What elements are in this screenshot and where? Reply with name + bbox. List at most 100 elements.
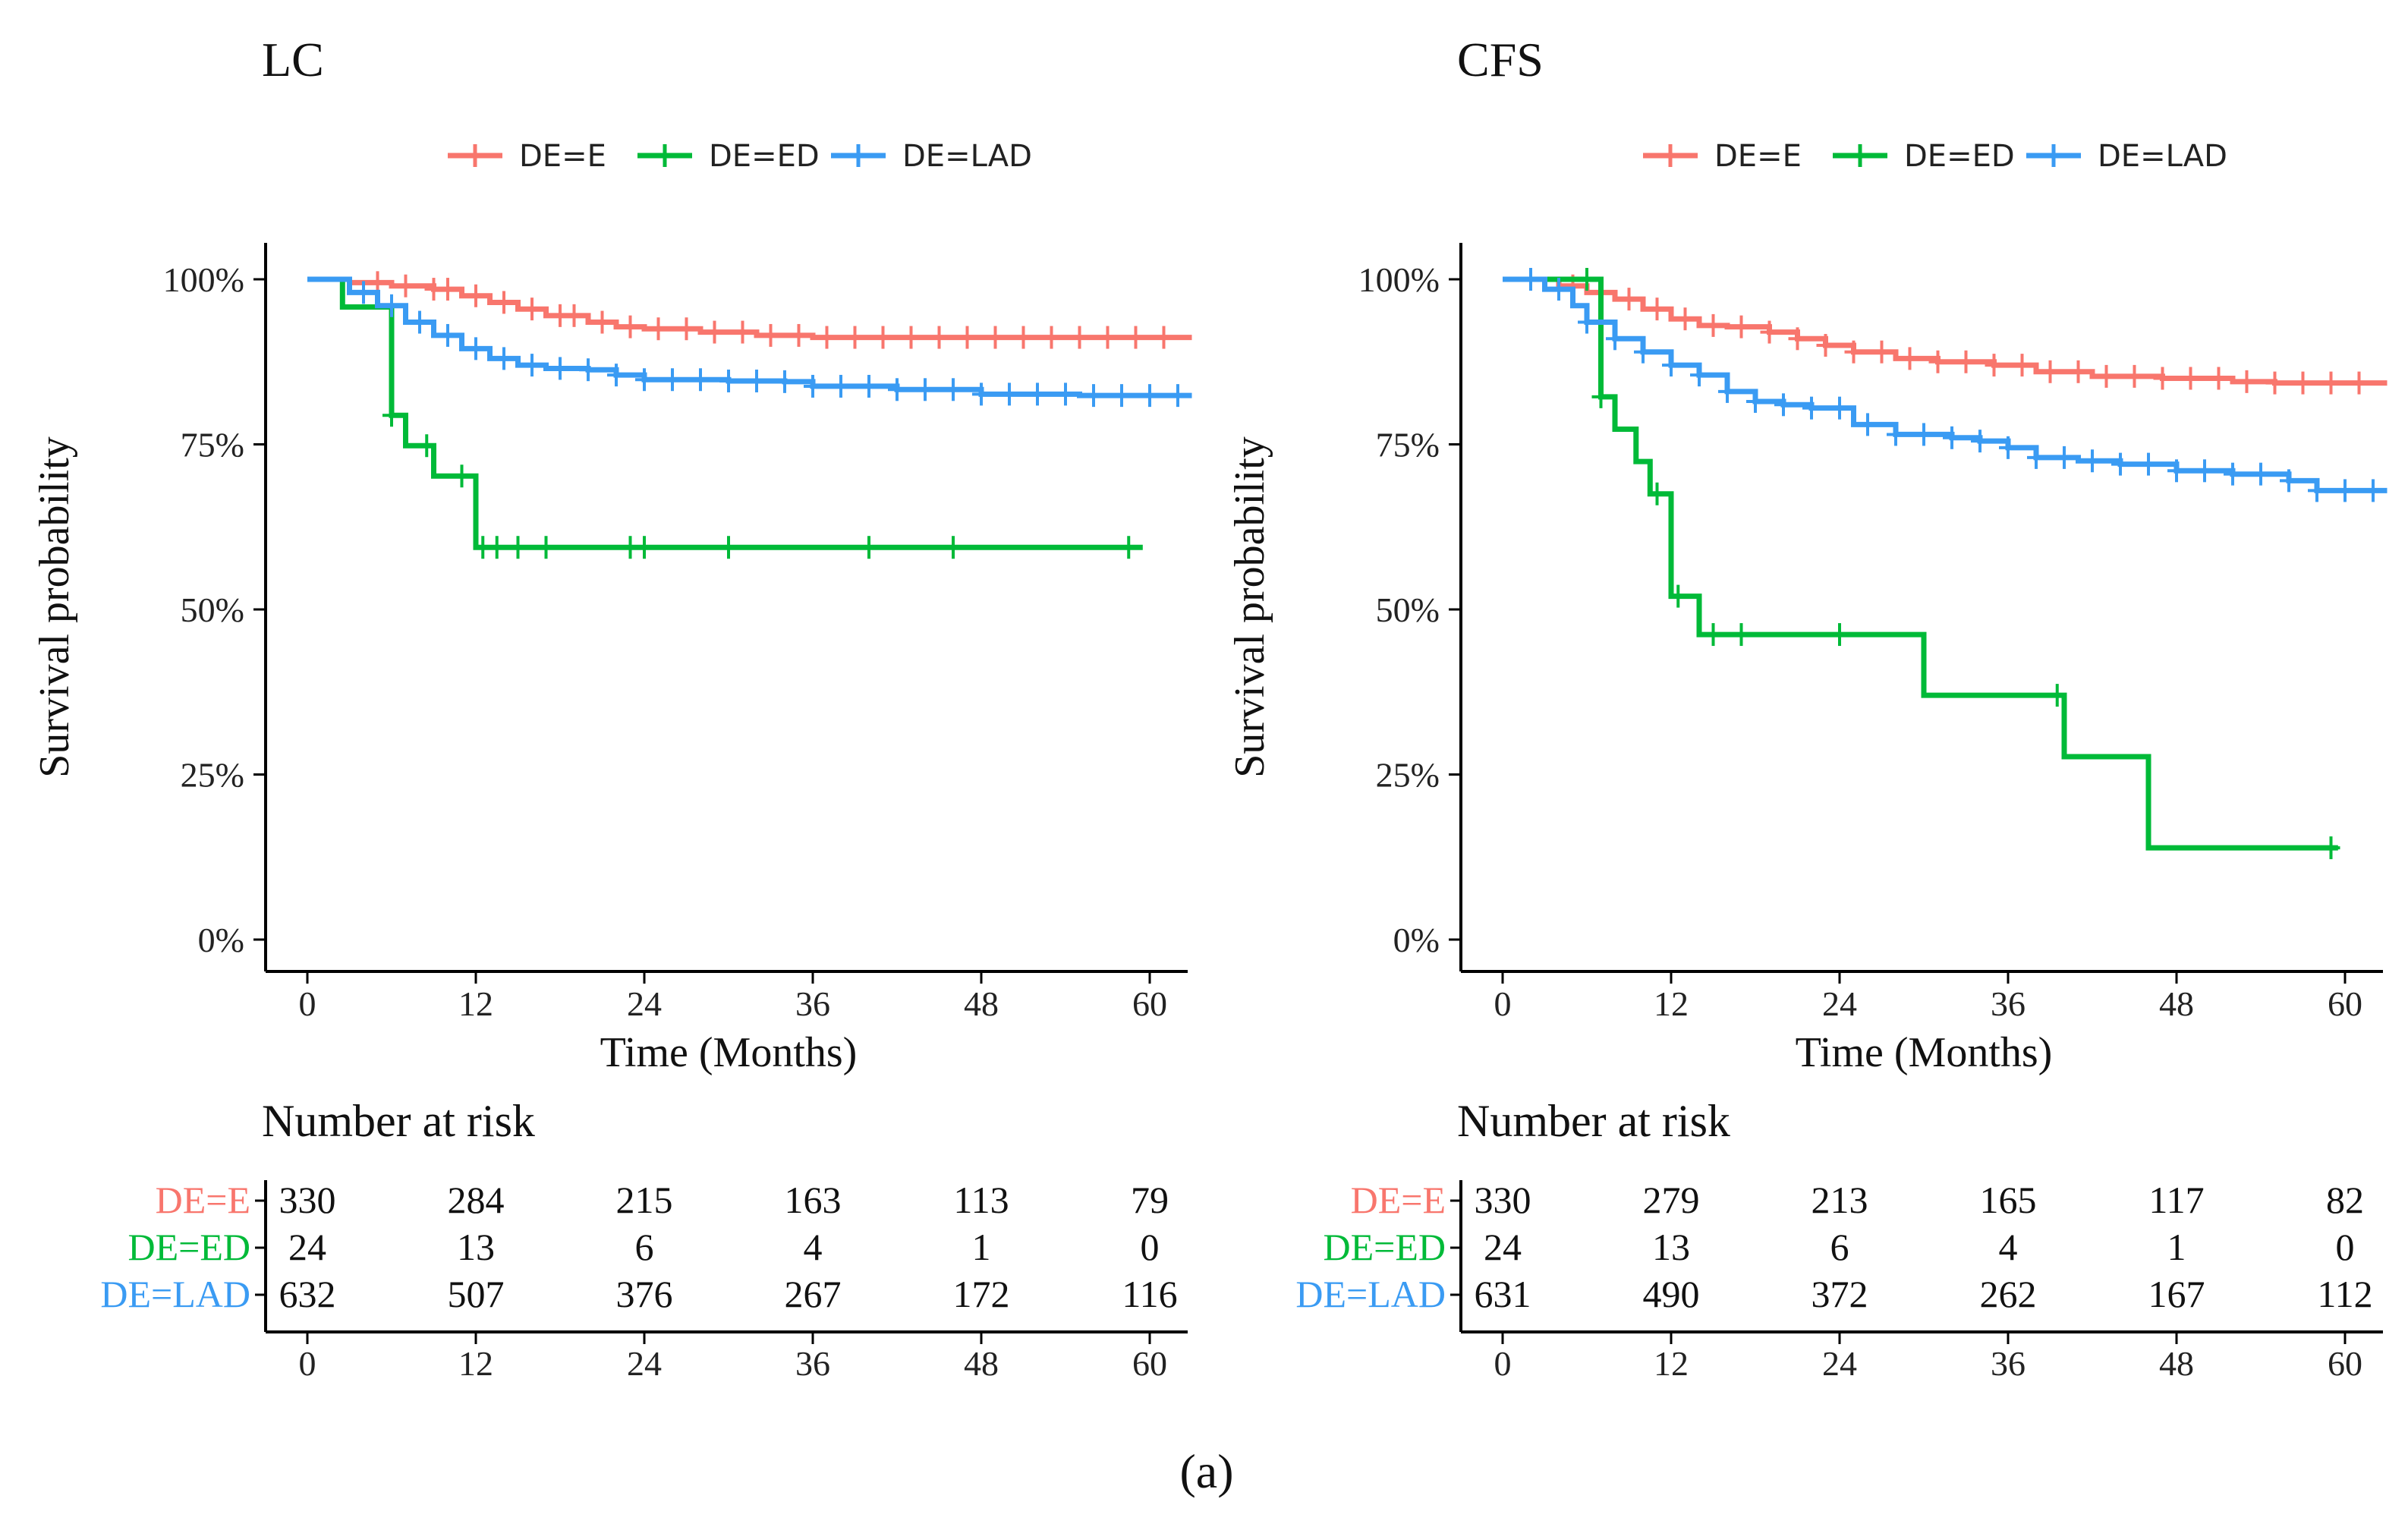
- risk-value: 376: [616, 1273, 673, 1315]
- risk-table-title: Number at risk: [262, 1096, 535, 1146]
- risk-value: 330: [1475, 1179, 1531, 1221]
- risk-x-tick-label: 36: [1991, 1344, 2026, 1383]
- risk-value: 279: [1643, 1179, 1700, 1221]
- plot-area: [1503, 268, 2388, 860]
- risk-value: 116: [1122, 1273, 1177, 1315]
- y-tick-label: 50%: [181, 590, 244, 629]
- y-tick-label: 0%: [1393, 921, 1440, 959]
- x-axis-title: Time (Months): [600, 1029, 858, 1076]
- risk-x-tick-label: 48: [964, 1344, 999, 1383]
- risk-x-tick-label: 36: [795, 1344, 830, 1383]
- x-tick-label: 60: [2328, 984, 2362, 1023]
- risk-value: 1: [972, 1226, 991, 1268]
- panel-title: CFS: [1457, 33, 1544, 87]
- risk-x-tick-label: 24: [627, 1344, 662, 1383]
- risk-value: 215: [616, 1179, 673, 1221]
- risk-x-tick-label: 12: [1654, 1344, 1689, 1383]
- risk-value: 490: [1643, 1273, 1700, 1315]
- risk-value: 117: [2148, 1179, 2204, 1221]
- risk-x-tick-label: 60: [2328, 1344, 2362, 1383]
- series-de-e: [307, 271, 1192, 349]
- risk-value: 284: [448, 1179, 505, 1221]
- risk-row-label: DE=E: [156, 1179, 250, 1221]
- legend-label: DE=ED: [709, 139, 820, 174]
- risk-row-label: DE=E: [1351, 1179, 1446, 1221]
- x-tick-label: 60: [1132, 984, 1167, 1023]
- series-de-lad: [307, 276, 1192, 408]
- risk-value: 631: [1475, 1273, 1531, 1315]
- y-tick-label: 25%: [181, 756, 244, 795]
- plot-area: [307, 271, 1192, 559]
- risk-value: 0: [1141, 1226, 1160, 1268]
- y-axis-title: Survival probability: [31, 436, 78, 778]
- risk-value: 6: [635, 1226, 654, 1268]
- survival-curve: [307, 276, 1143, 550]
- risk-row-label: DE=LAD: [1295, 1273, 1446, 1315]
- risk-value: 632: [279, 1273, 336, 1315]
- risk-value: 0: [2336, 1226, 2355, 1268]
- risk-x-tick-label: 12: [458, 1344, 493, 1383]
- risk-value: 167: [2148, 1273, 2205, 1315]
- legend-label: DE=ED: [1904, 139, 2015, 174]
- y-tick-label: 25%: [1376, 756, 1440, 795]
- risk-value: 13: [1652, 1226, 1690, 1268]
- panel-cfs: CFS DE=E DE=ED DE=LAD 0% 25% 50% 75% 100% 0 12 24 36…: [1226, 33, 2388, 1383]
- y-tick-label: 50%: [1376, 590, 1440, 629]
- panel-title: LC: [262, 33, 324, 87]
- risk-value: 4: [1999, 1226, 2018, 1268]
- risk-value: 163: [785, 1179, 842, 1221]
- risk-value: 330: [279, 1179, 336, 1221]
- risk-x-tick-label: 60: [1132, 1344, 1167, 1383]
- risk-x-tick-label: 24: [1822, 1344, 1857, 1383]
- x-tick-label: 12: [1654, 984, 1689, 1023]
- risk-value: 372: [1812, 1273, 1868, 1315]
- risk-value: 79: [1131, 1179, 1169, 1221]
- y-tick-label: 100%: [163, 260, 244, 299]
- risk-value: 24: [288, 1226, 326, 1268]
- y-tick-label: 0%: [198, 921, 244, 959]
- y-tick-label: 75%: [181, 426, 244, 464]
- series-de-lad: [1503, 268, 2388, 502]
- risk-value: 165: [1980, 1179, 2037, 1221]
- risk-value: 6: [1830, 1226, 1849, 1268]
- series-de-ed: [1503, 268, 2340, 860]
- x-tick-label: 0: [1494, 984, 1512, 1023]
- risk-x-tick-label: 0: [299, 1344, 316, 1383]
- risk-value: 112: [2317, 1273, 2372, 1315]
- y-axis-title: Survival probability: [1226, 436, 1273, 778]
- risk-value: 4: [804, 1226, 823, 1268]
- x-tick-label: 0: [299, 984, 316, 1023]
- risk-value: 267: [785, 1273, 842, 1315]
- legend-label: DE=E: [519, 139, 606, 174]
- risk-x-tick-label: 0: [1494, 1344, 1512, 1383]
- x-axis-title: Time (Months): [1796, 1029, 2053, 1076]
- risk-value: 82: [2326, 1179, 2364, 1221]
- x-tick-label: 36: [1991, 984, 2026, 1023]
- risk-value: 13: [457, 1226, 495, 1268]
- y-tick-label: 100%: [1358, 260, 1440, 299]
- risk-row-label: DE=ED: [1324, 1226, 1446, 1268]
- risk-row-label: DE=LAD: [100, 1273, 250, 1315]
- x-tick-label: 12: [458, 984, 493, 1023]
- panel-lc: LC DE=E DE=ED DE=LAD 0% 25% 50% 75% 100% 0 12 24 36 4…: [31, 33, 1192, 1383]
- legend-label: DE=E: [1714, 139, 1802, 174]
- x-tick-label: 24: [1822, 984, 1857, 1023]
- risk-value: 113: [953, 1179, 1009, 1221]
- figure-caption: (a): [1179, 1444, 1233, 1498]
- risk-table-title: Number at risk: [1457, 1096, 1730, 1146]
- legend-label: DE=LAD: [902, 139, 1032, 174]
- risk-x-tick-label: 48: [2159, 1344, 2194, 1383]
- risk-value: 262: [1980, 1273, 2037, 1315]
- y-tick-label: 75%: [1376, 426, 1440, 464]
- risk-value: 213: [1812, 1179, 1868, 1221]
- risk-value: 1: [2167, 1226, 2186, 1268]
- risk-value: 507: [448, 1273, 505, 1315]
- risk-value: 24: [1484, 1226, 1522, 1268]
- series-de-ed: [307, 276, 1143, 559]
- x-tick-label: 24: [627, 984, 662, 1023]
- x-tick-label: 36: [795, 984, 830, 1023]
- legend-label: DE=LAD: [2098, 139, 2227, 174]
